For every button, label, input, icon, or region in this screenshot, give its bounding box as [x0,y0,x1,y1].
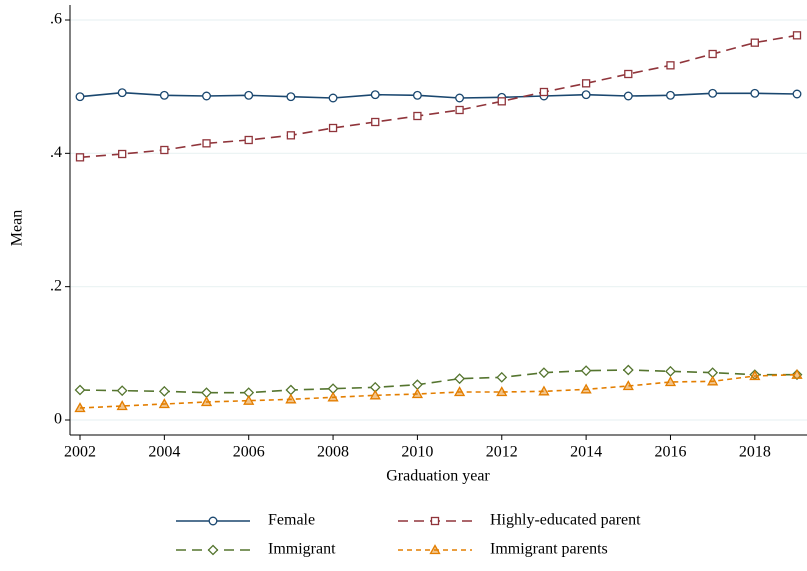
marker [792,31,802,40]
series-line [79,373,798,409]
marker [791,369,803,381]
marker [538,385,550,396]
y-tick-label: .6 [50,11,62,28]
x-tick-label: 2002 [64,444,96,461]
series-line [79,34,798,159]
marker [454,373,466,385]
legend-marker [208,516,218,526]
marker [497,97,506,106]
legend-label: Immigrant parents [490,541,608,558]
x-axis-title: Graduation year [386,468,490,485]
marker [750,38,759,47]
marker [411,388,424,399]
marker [412,90,422,100]
marker [792,89,802,99]
marker [455,93,465,103]
marker [580,383,592,394]
x-tick-label: 2004 [148,444,180,461]
marker [581,90,591,100]
y-tick-label: .4 [50,144,62,161]
marker [791,368,803,379]
marker [244,90,254,100]
marker [453,386,466,397]
marker [580,365,592,377]
marker [328,123,338,133]
marker [538,367,550,379]
marker [666,90,675,100]
marker [327,391,339,402]
marker [75,92,85,102]
x-tick-label: 2010 [401,444,433,461]
legend-label: Immigrant [268,541,336,558]
marker [749,370,761,381]
marker [708,49,717,59]
marker [750,88,760,98]
marker [411,379,423,391]
marker [75,153,85,162]
marker [665,365,676,377]
marker [370,90,380,100]
marker [369,389,381,400]
marker [624,69,633,79]
legend-marker [207,544,219,556]
marker [116,400,128,411]
marker [202,91,211,101]
marker [118,149,127,159]
marker [286,92,296,102]
marker [200,396,213,407]
marker [666,61,675,70]
marker [413,111,422,121]
x-tick-label: 2014 [570,444,602,461]
x-tick-label: 2006 [233,444,265,461]
series-line [79,369,797,394]
marker [158,398,170,409]
legend-label: Female [268,512,315,529]
marker [328,93,338,103]
series-line [79,91,798,99]
x-tick-label: 2018 [739,444,771,461]
y-tick-label: .2 [50,277,62,294]
marker [201,387,212,399]
marker [496,386,508,397]
marker [623,91,633,101]
marker [243,394,255,405]
marker [159,90,169,100]
marker [539,87,549,97]
marker [285,393,297,404]
marker [202,139,211,148]
marker [622,380,634,391]
y-tick-label: 0 [54,411,62,428]
x-tick-label: 2012 [486,444,518,461]
legend-marker [429,544,441,555]
marker [244,135,253,145]
marker [160,145,169,155]
y-axis-title: Mean [9,210,26,246]
marker [496,371,508,383]
marker [664,376,677,387]
legend-label: Highly-educated parent [490,512,641,529]
marker [707,375,719,386]
marker [581,79,591,88]
marker [708,88,718,98]
marker [622,364,634,376]
x-tick-label: 2008 [317,444,349,461]
marker [116,385,128,397]
marker [455,105,464,115]
marker [117,88,127,98]
x-tick-label: 2016 [654,444,686,461]
marker [285,384,297,396]
marker [286,131,296,140]
marker [371,117,380,127]
marker [74,384,86,396]
marker [74,402,86,413]
legend-marker [430,516,440,526]
marker [158,385,170,397]
